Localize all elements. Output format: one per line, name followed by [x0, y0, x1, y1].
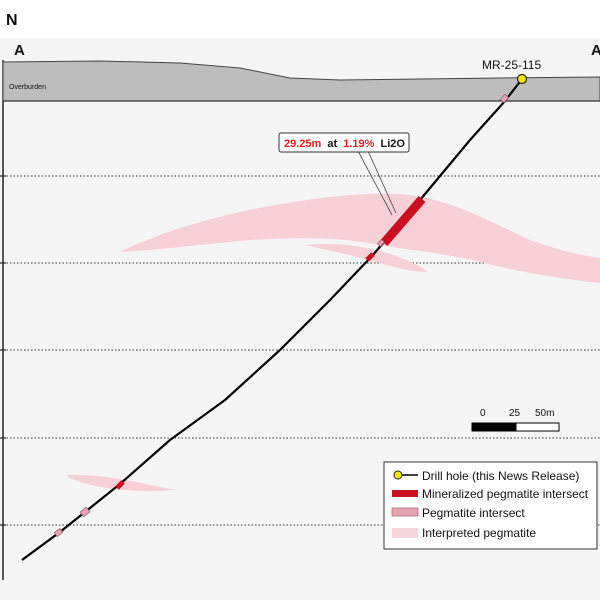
section-start-label: A — [14, 42, 25, 59]
scale-tick-50m: 50m — [535, 408, 554, 419]
pegmatite-intersect — [53, 528, 64, 537]
legend-box — [383, 461, 598, 550]
pegmatite-intersect — [377, 239, 385, 247]
pegmatite-intersect-icon — [391, 507, 419, 517]
drill-hole-icon — [393, 470, 418, 480]
pegmatite-intersect — [79, 506, 91, 518]
scale-tick-25: 25 — [509, 408, 521, 419]
legend-label-drill-hole: Drill hole (this News Release) — [422, 469, 579, 483]
north-label: N — [6, 12, 18, 29]
callout-length: 29.25m — [284, 138, 322, 150]
legend-label-interpreted: Interpreted pegmatite — [422, 526, 536, 540]
scale-segment-black — [471, 422, 517, 432]
mineralized-intersect-small — [115, 480, 125, 490]
overburden-label: Overburden — [9, 84, 46, 91]
mineralized-intersect — [380, 196, 426, 246]
drill-hole-trace — [21, 78, 523, 561]
interpreted-pegmatite-icon — [392, 528, 418, 538]
callout-at: at — [327, 138, 337, 150]
scale-segment-white — [515, 422, 560, 432]
mineralized-intersect-icon — [392, 490, 418, 497]
callout-leader — [367, 150, 397, 214]
pegmatite-intersect — [499, 93, 510, 104]
callout-text: 29.25m at 1.19% Li2O — [284, 138, 405, 150]
mineralized-intersect-small — [365, 252, 375, 262]
depth-ticks — [0, 175, 6, 526]
callout-box — [278, 132, 410, 153]
callout-leader — [357, 150, 393, 216]
scale-bar: 0 25 50m — [471, 408, 560, 432]
pegmatite-body-main — [120, 193, 600, 283]
section-end-label: A — [591, 42, 600, 59]
callout-grade: 1.19% — [343, 138, 374, 150]
legend-label-mineralized: Mineralized pegmatite intersect — [422, 487, 589, 501]
callout-element: Li2O — [380, 138, 405, 150]
legend: Drill hole (this News Release) Mineraliz… — [383, 461, 598, 550]
intersect-callout: 29.25m at 1.19% Li2O — [278, 132, 410, 216]
legend-label-pegmatite: Pegmatite intersect — [422, 506, 525, 520]
drill-hole-name: MR-25-115 — [482, 58, 541, 72]
drill-hole-collar-icon — [516, 73, 528, 85]
scale-tick-0: 0 — [480, 408, 486, 419]
